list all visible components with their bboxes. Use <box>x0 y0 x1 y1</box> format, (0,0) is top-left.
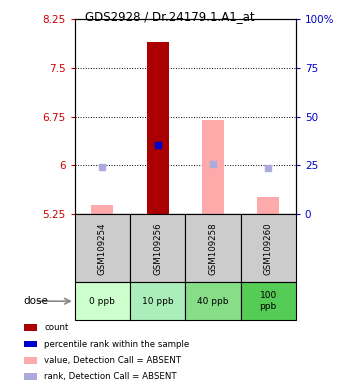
Bar <box>241 282 296 320</box>
Bar <box>75 282 130 320</box>
Bar <box>75 214 130 282</box>
Text: 100
ppb: 100 ppb <box>259 291 277 311</box>
Bar <box>257 197 279 214</box>
Text: GDS2928 / Dr.24179.1.A1_at: GDS2928 / Dr.24179.1.A1_at <box>85 10 255 23</box>
Point <box>100 164 105 170</box>
Bar <box>185 214 241 282</box>
Bar <box>202 120 224 214</box>
Text: value, Detection Call = ABSENT: value, Detection Call = ABSENT <box>44 356 181 365</box>
Text: percentile rank within the sample: percentile rank within the sample <box>44 339 189 349</box>
Text: GSM109260: GSM109260 <box>264 222 273 275</box>
Text: dose: dose <box>24 296 49 306</box>
Text: GSM109258: GSM109258 <box>208 222 217 275</box>
Point <box>155 142 160 148</box>
Bar <box>130 214 185 282</box>
Point <box>210 161 216 167</box>
Bar <box>185 282 241 320</box>
Text: count: count <box>44 323 69 333</box>
Text: GSM109254: GSM109254 <box>98 222 107 275</box>
Text: 0 ppb: 0 ppb <box>89 297 115 306</box>
Text: rank, Detection Call = ABSENT: rank, Detection Call = ABSENT <box>44 372 177 381</box>
Bar <box>130 282 185 320</box>
Text: 40 ppb: 40 ppb <box>197 297 229 306</box>
Bar <box>241 214 296 282</box>
Bar <box>91 205 114 214</box>
Text: 10 ppb: 10 ppb <box>142 297 173 306</box>
Bar <box>147 42 169 214</box>
Text: GSM109256: GSM109256 <box>153 222 162 275</box>
Point <box>266 165 271 171</box>
